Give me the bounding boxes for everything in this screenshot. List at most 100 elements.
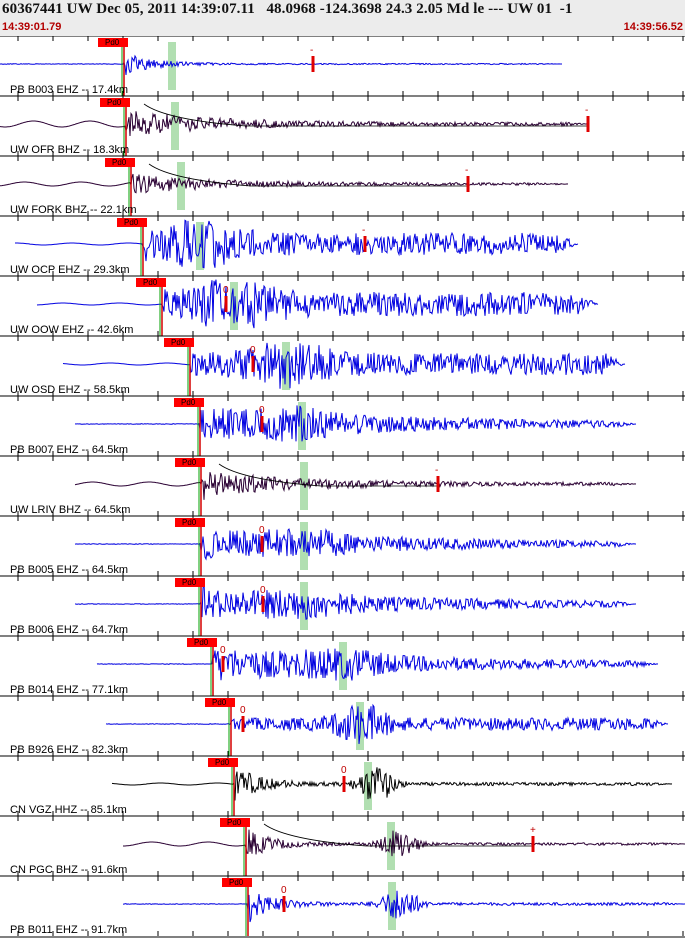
p-pick-flag (105, 158, 135, 167)
duration-marker (342, 776, 346, 792)
s-window-band (364, 762, 372, 810)
p-pick-flag (164, 338, 194, 347)
start-time: 14:39:01.79 (2, 21, 62, 33)
p-pick-flag (174, 398, 204, 407)
s-window-band (177, 162, 185, 210)
s-window-band (171, 102, 179, 150)
duration-marker-label: 0 (240, 705, 246, 716)
p-pick-flag (136, 278, 166, 287)
duration-marker (224, 296, 228, 312)
trace-row: Pd0 0 UW OSD EHZ -- 58.5km (0, 335, 685, 396)
station-label: PB B007 EHZ -- 64.5km (10, 444, 128, 456)
duration-marker-label: - (362, 225, 365, 236)
station-label: UW OOW EHZ -- 42.6km (10, 324, 133, 336)
p-pick-label: Pd0 (227, 818, 242, 827)
p-pick-label: Pd0 (112, 158, 127, 167)
duration-marker (531, 836, 535, 852)
trace-row: Pd0 0 PB B014 EHZ -- 77.1km (0, 635, 685, 696)
coda-curve (143, 103, 588, 127)
duration-marker-label: 0 (260, 585, 266, 596)
duration-marker-label: 0 (220, 645, 226, 656)
p-pick-flag (220, 818, 250, 827)
station-label: UW OCP EHZ -- 29.3km (10, 264, 130, 276)
p-pick-label: Pd0 (181, 398, 196, 407)
p-pick-label: Pd0 (212, 698, 227, 707)
station-label: PB B014 EHZ -- 77.1km (10, 684, 128, 696)
station-label: CN PGC BHZ -- 91.6km (10, 864, 127, 876)
duration-marker-label: 0 (250, 345, 256, 356)
p-pick-label: Pd0 (182, 458, 197, 467)
waveform-trace (74, 528, 636, 561)
end-time: 14:39:56.52 (623, 21, 683, 33)
p-pick-flag (100, 98, 130, 107)
waveform-trace (105, 703, 669, 744)
trace-row: Pd0 0 PB B011 EHZ -- 91.7km (0, 875, 685, 936)
duration-marker (311, 56, 315, 72)
waveform-trace (123, 890, 685, 923)
waveform-trace (74, 405, 637, 442)
p-pick-label: Pd0 (124, 218, 139, 227)
trace-row: Pd0 0 PB B006 EHZ -- 64.7km (0, 575, 685, 636)
waveform-trace (96, 648, 659, 681)
waveform-trace (15, 219, 579, 269)
duration-marker (260, 416, 264, 432)
trace-row: Pd0 - UW OCP EHZ -- 29.3km (0, 215, 685, 276)
duration-marker-label: + (530, 825, 536, 836)
coda-curve (263, 823, 533, 847)
waveform-trace (75, 581, 636, 620)
p-pick-flag (175, 518, 205, 527)
s-window-band (339, 642, 347, 690)
duration-marker-label: - (435, 465, 438, 476)
p-pick-flag (187, 638, 217, 647)
s-window-band (300, 462, 308, 510)
trace-row: Pd0 0 PB B007 EHZ -- 64.5km (0, 395, 685, 456)
waveform-trace (123, 829, 685, 857)
station-label: PB B006 EHZ -- 64.7km (10, 624, 128, 636)
duration-marker (261, 596, 265, 612)
trace-row: Pd0 + CN PGC BHZ -- 91.6km (0, 815, 685, 876)
station-label: PB B011 EHZ -- 91.7km (10, 924, 127, 936)
trace-row: Pd0 0 PB B005 EHZ -- 64.5km (0, 515, 685, 576)
header-bar: 60367441 UW Dec 05, 2011 14:39:07.11 48.… (0, 0, 685, 36)
trace-row: Pd0 - PB B003 EHZ -- 17.4km (0, 36, 685, 96)
coda-curve (218, 463, 438, 487)
p-pick-label: Pd0 (182, 578, 197, 587)
duration-marker (251, 356, 255, 372)
duration-marker (466, 176, 470, 192)
trace-row: Pd0 0 PB B926 EHZ -- 82.3km (0, 695, 685, 756)
waveform-trace (111, 767, 673, 801)
trace-row: Pd0 - UW LRIV BHZ -- 64.5km (0, 455, 685, 516)
p-pick-flag (222, 878, 252, 887)
waveform-trace (0, 54, 562, 76)
p-pick-flag (208, 758, 238, 767)
duration-marker-label: - (465, 165, 468, 176)
duration-marker (282, 896, 286, 912)
p-pick-label: Pd0 (215, 758, 230, 767)
station-label: PB B926 EHZ -- 82.3km (10, 744, 128, 756)
event-title: 60367441 UW Dec 05, 2011 14:39:07.11 48.… (2, 1, 573, 17)
p-pick-label: Pd0 (171, 338, 186, 347)
p-pick-label: Pd0 (107, 98, 122, 107)
duration-marker (221, 656, 225, 672)
station-label: UW OSD EHZ -- 58.5km (10, 384, 130, 396)
station-label: CN VGZ HHZ -- 85.1km (10, 804, 127, 816)
station-label: UW FORK BHZ -- 22.1km (10, 204, 137, 216)
duration-marker-label: - (310, 45, 313, 56)
trace-row: Pd0 - UW FORK BHZ -- 22.1km (0, 155, 685, 216)
duration-marker (363, 236, 367, 252)
station-label: PB B003 EHZ -- 17.4km (10, 84, 128, 96)
duration-marker-label: 0 (259, 525, 265, 536)
waveform-trace (36, 279, 599, 329)
station-label: UW OFR BHZ -- 18.3km (10, 144, 129, 156)
station-label: PB B005 EHZ -- 64.5km (10, 564, 128, 576)
p-pick-flag (117, 218, 147, 227)
p-pick-label: Pd0 (229, 878, 244, 887)
seismogram-panel[interactable]: Pd0 - PB B003 EHZ -- 17.4km Pd0 - UW OFR BHZ … (0, 36, 685, 938)
p-pick-flag (175, 458, 205, 467)
p-pick-label: Pd0 (143, 278, 158, 287)
duration-marker (436, 476, 440, 492)
duration-marker (260, 536, 264, 552)
trace-row: Pd0 0 UW OOW EHZ -- 42.6km (0, 275, 685, 336)
duration-marker (241, 716, 245, 732)
trace-row: Pd0 0 CN VGZ HHZ -- 85.1km (0, 755, 685, 816)
